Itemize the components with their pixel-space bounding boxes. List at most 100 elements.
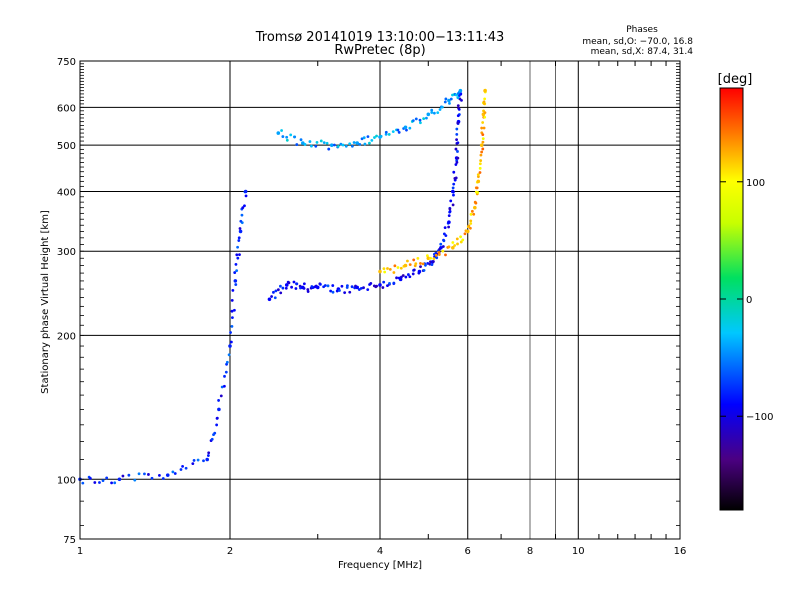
trace-point (382, 267, 386, 271)
data-point (205, 457, 209, 462)
data-point (447, 98, 451, 103)
grid (80, 61, 680, 539)
trace-point (451, 186, 455, 190)
trace-point (468, 226, 472, 230)
trace-point (388, 267, 392, 271)
trace-point (459, 240, 463, 244)
trace-point (192, 459, 196, 462)
trace-point (482, 126, 486, 130)
trace-point (454, 176, 458, 180)
trace-point (274, 289, 278, 293)
trace-point (281, 286, 285, 290)
trace-point (388, 281, 391, 285)
data-point (233, 279, 238, 283)
trace-point (375, 284, 379, 288)
trace-point (384, 132, 388, 136)
trace-point (295, 143, 299, 146)
trace-point (280, 129, 283, 132)
trace-point (447, 214, 451, 218)
y-tick-label: 75 (63, 535, 76, 546)
trace-point (179, 468, 183, 471)
data-point (439, 245, 443, 250)
trace-point (279, 284, 282, 288)
trace-point (456, 92, 460, 95)
trace-point (223, 374, 226, 378)
trace-point (461, 238, 465, 242)
data-point (117, 477, 122, 482)
trace-point (379, 134, 383, 138)
trace-point (455, 141, 459, 145)
trace-point (236, 256, 240, 260)
trace-point (448, 210, 452, 213)
trace-point (455, 138, 458, 142)
trace-point (455, 127, 459, 131)
trace-point (469, 212, 473, 216)
trace-point (202, 459, 205, 463)
trace-point (348, 142, 352, 146)
x-axis-label: Frequency [MHz] (338, 560, 422, 571)
trace-point (331, 290, 335, 294)
trace-point (399, 266, 403, 270)
y-tick-label: 500 (57, 141, 76, 152)
trace-point (441, 249, 445, 253)
trace-point (326, 284, 330, 288)
trace-point (113, 481, 117, 485)
trace-point (400, 275, 403, 279)
trace-point (350, 285, 354, 289)
trace-point (231, 316, 234, 320)
trace-point (343, 291, 347, 295)
trace-point (432, 257, 436, 261)
trace-point (315, 140, 319, 144)
trace-point (236, 245, 239, 249)
trace-point (418, 118, 422, 122)
trace-point (425, 116, 428, 120)
x-tick-label: 4 (377, 546, 383, 557)
trace-point (395, 276, 398, 280)
trace-point (215, 423, 219, 427)
trace-point (408, 275, 412, 279)
trace-point (480, 150, 484, 154)
trace-point (224, 370, 228, 374)
trace-point (436, 111, 440, 115)
y-tick-label: 400 (57, 187, 76, 198)
trace-point (386, 267, 389, 270)
trace-point (234, 283, 238, 286)
x-tick-label: 1 (77, 546, 83, 557)
trace-point (150, 476, 154, 480)
data-point (465, 229, 470, 234)
trace-point (429, 256, 432, 260)
trace-point (89, 476, 92, 480)
trace-point (293, 135, 297, 139)
trace-point (235, 253, 239, 257)
phase-info-o: mean, sd,O: −70.0, 16.8 (582, 37, 693, 47)
trace-point (481, 140, 485, 144)
trace-point (207, 451, 211, 455)
data-point (238, 229, 243, 234)
trace-point (481, 133, 485, 136)
trace-point (235, 269, 239, 273)
trace-point (237, 239, 241, 242)
trace-point (191, 462, 195, 466)
trace-point (314, 144, 318, 148)
trace-point (158, 474, 161, 477)
trace-point (239, 219, 243, 223)
trace-point (454, 93, 458, 97)
trace-point (325, 141, 329, 145)
x-tick-label: 2 (227, 546, 233, 557)
trace-point (412, 258, 416, 262)
trace-point (481, 147, 485, 151)
trace-point (411, 119, 415, 123)
data-point (479, 143, 484, 147)
trace-point (428, 262, 432, 266)
trace-point (233, 308, 236, 312)
phase-info-heading: Phases (626, 25, 658, 35)
trace-point (460, 98, 463, 102)
data-point (315, 285, 320, 290)
trace-point (184, 466, 188, 470)
trace-point (455, 237, 459, 241)
trace-point (481, 121, 485, 124)
x-tick-label: 6 (465, 546, 471, 557)
data-point (243, 189, 248, 194)
trace-point (430, 108, 434, 112)
